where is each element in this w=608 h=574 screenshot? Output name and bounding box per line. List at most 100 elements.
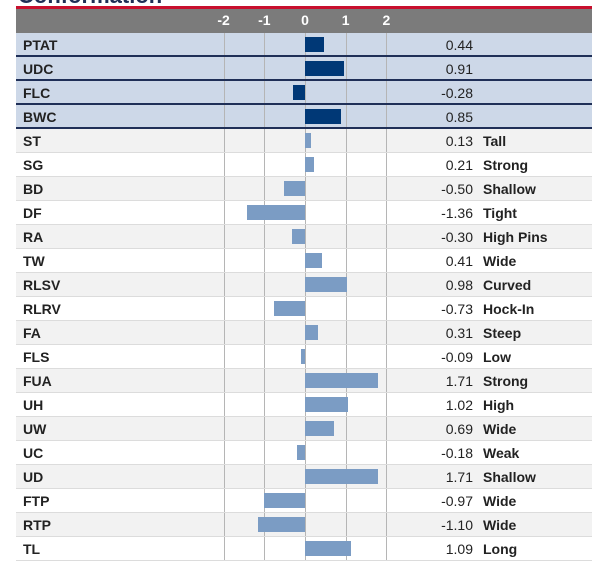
gridline: [264, 33, 266, 55]
trait-descriptor: Strong: [483, 157, 529, 173]
gridline: [264, 393, 266, 416]
trait-label: RLRV: [23, 301, 61, 317]
gridline: [223, 33, 225, 55]
table-row: BWC 0.85: [16, 105, 592, 129]
gridline: [345, 489, 347, 512]
gridline: [264, 369, 266, 392]
bar-flc: [293, 85, 305, 100]
trait-label: TL: [23, 541, 41, 557]
table-row: FLS -0.09 Low: [16, 345, 592, 369]
gridline: [345, 249, 347, 272]
trait-descriptor: Shallow: [483, 181, 536, 197]
value-label: -1.36: [441, 205, 473, 221]
bar-fua: [305, 373, 378, 388]
gridline: [305, 297, 306, 320]
bar-fa: [305, 325, 319, 340]
gridline: [386, 417, 388, 440]
accent-divider: [16, 6, 592, 9]
gridline: [223, 297, 225, 320]
bar-rlsv: [305, 277, 347, 292]
table-row: TW 0.41 Wide: [16, 249, 592, 273]
gridline: [223, 105, 225, 127]
gridline: [386, 321, 388, 344]
gridline: [223, 321, 225, 344]
gridline: [264, 129, 266, 152]
trait-descriptor: Steep: [483, 325, 522, 341]
axis-tick-label: -2: [217, 12, 230, 28]
gridline: [223, 201, 225, 224]
trait-descriptor: Wide: [483, 517, 517, 533]
bar-ra: [292, 229, 305, 244]
gridline: [264, 441, 266, 464]
axis-tick-label: -1: [258, 12, 271, 28]
gridline: [305, 441, 306, 464]
gridline: [223, 417, 225, 440]
gridline: [305, 81, 306, 103]
trait-label: PTAT: [23, 37, 58, 53]
gridline: [264, 81, 266, 103]
gridline: [386, 177, 388, 200]
gridline: [345, 321, 347, 344]
gridline: [345, 513, 347, 536]
gridline: [386, 201, 388, 224]
gridline: [386, 393, 388, 416]
gridline: [223, 345, 225, 368]
axis-tick-label: 1: [341, 12, 350, 28]
bar-uh: [305, 397, 349, 412]
gridline: [386, 129, 388, 152]
gridline: [386, 513, 388, 536]
gridline: [264, 297, 266, 320]
table-row: PTAT 0.44: [16, 33, 592, 57]
trait-descriptor: Wide: [483, 421, 517, 437]
gridline: [386, 273, 388, 296]
trait-label: UC: [23, 445, 44, 461]
bar-udc: [305, 61, 344, 76]
value-label: 1.02: [445, 397, 473, 413]
trait-label: DF: [23, 205, 42, 221]
bar-tw: [305, 253, 323, 268]
gridline: [345, 153, 347, 176]
trait-label: UW: [23, 421, 47, 437]
trait-label: FUA: [23, 373, 52, 389]
trait-label: BD: [23, 181, 44, 197]
gridline: [223, 369, 225, 392]
gridline: [345, 105, 347, 127]
value-label: 0.41: [445, 253, 473, 269]
trait-label: UD: [23, 469, 44, 485]
trait-table: PTAT 0.44 UDC 0.91 FLC -0.28 BWC 0.85 ST 0.13 Tall…: [16, 33, 592, 561]
gridline: [305, 201, 306, 224]
gridline: [305, 345, 306, 368]
value-label: 0.91: [445, 61, 473, 77]
table-row: RLSV 0.98 Curved: [16, 273, 592, 297]
trait-descriptor: Hock-In: [483, 301, 535, 317]
gridline: [386, 465, 388, 488]
value-label: -0.30: [441, 229, 473, 245]
gridline: [386, 369, 388, 392]
trait-descriptor: Tall: [483, 133, 507, 149]
bar-rlrv: [274, 301, 305, 316]
value-label: 0.69: [445, 421, 473, 437]
trait-label: UH: [23, 397, 44, 413]
bar-bwc: [305, 109, 342, 124]
gridline: [345, 33, 347, 55]
value-label: 0.98: [445, 277, 473, 293]
gridline: [264, 153, 266, 176]
bar-ud: [305, 469, 378, 484]
bar-uw: [305, 421, 335, 436]
trait-label: RLSV: [23, 277, 61, 293]
gridline: [264, 321, 266, 344]
gridline: [223, 393, 225, 416]
trait-label: UDC: [23, 61, 54, 77]
gridline: [223, 537, 225, 560]
gridline: [305, 225, 306, 248]
trait-label: FLS: [23, 349, 50, 365]
gridline: [345, 81, 347, 103]
gridline: [223, 513, 225, 536]
trait-descriptor: Weak: [483, 445, 520, 461]
gridline: [386, 33, 388, 55]
bar-tl: [305, 541, 352, 556]
bar-bd: [283, 181, 305, 196]
gridline: [386, 489, 388, 512]
value-label: -1.10: [441, 517, 473, 533]
value-label: 0.13: [445, 133, 473, 149]
